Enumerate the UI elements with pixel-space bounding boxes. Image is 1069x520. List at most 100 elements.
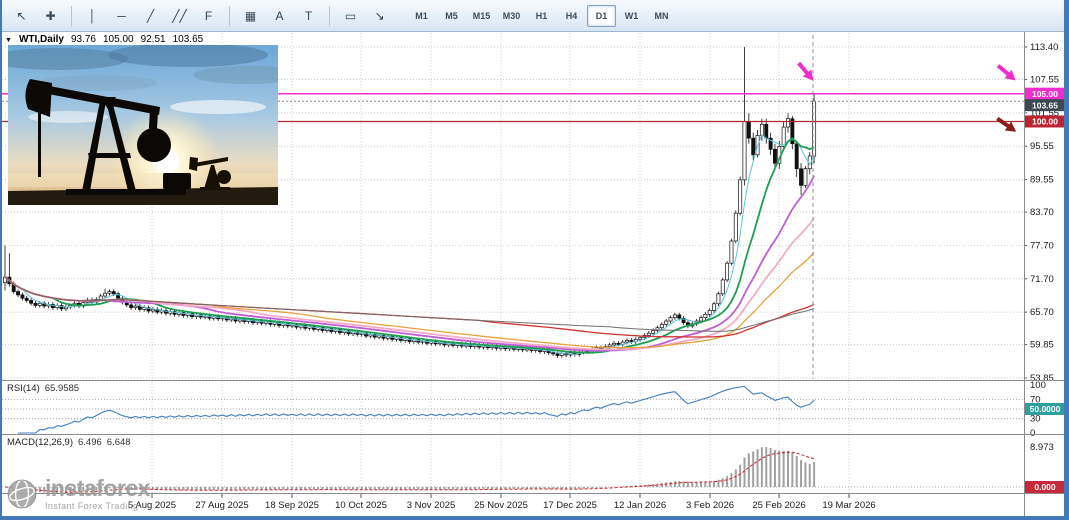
rsi-value: 65.9585 <box>44 383 80 394</box>
time-axis-label: 12 Jan 2026 <box>614 500 666 511</box>
time-axis-label: 25 Nov 2025 <box>474 500 528 511</box>
fibonacci-tool-button[interactable]: F <box>204 8 213 23</box>
dark-red-arrow-at-100-level[interactable] <box>994 114 1019 136</box>
price-badge-100.00-text: 100.00 <box>1032 117 1058 127</box>
globe-icon <box>7 479 37 509</box>
time-axis-label: 3 Nov 2025 <box>407 500 456 511</box>
equidistant-channel-tool-button[interactable]: ╱╱ <box>172 8 187 23</box>
candle-body <box>33 302 38 306</box>
candle-body <box>29 300 34 304</box>
text-label-tool-button[interactable]: T <box>304 8 313 23</box>
shapes-tool-button[interactable]: ▭ <box>344 8 357 23</box>
drawing-tools-group: ↖ ✚ │ ─ ╱ ╱╱ F ▦ A T ▭ ↘ <box>8 4 393 28</box>
time-axis-label: 10 Oct 2025 <box>335 500 387 511</box>
candle-body <box>59 305 64 310</box>
candle-body <box>207 315 212 319</box>
candle-body <box>607 344 612 347</box>
cursor-tool-button[interactable]: ↖ <box>16 8 27 23</box>
candle-body <box>729 240 734 264</box>
timeframe-m1-button[interactable]: M1 <box>415 10 428 21</box>
candle-body <box>24 297 29 301</box>
price-axis-label: 53.85 <box>1030 373 1054 384</box>
candle-body <box>320 327 325 331</box>
candle-body <box>616 342 621 345</box>
candle-body <box>733 212 738 242</box>
candle-body <box>364 332 369 337</box>
candle-body <box>764 123 769 139</box>
timeframe-w1-button[interactable]: W1 <box>624 10 639 21</box>
candle-body <box>703 314 708 319</box>
price-axis-label: 71.70 <box>1030 274 1054 285</box>
crosshair-tool-button[interactable]: ✚ <box>45 8 56 23</box>
macd-zero-badge <box>1025 481 1065 493</box>
candle-body <box>625 340 630 343</box>
toolbar-separator <box>329 5 330 26</box>
candle-body <box>50 304 55 309</box>
candle-body <box>772 148 777 164</box>
cloud <box>170 100 266 114</box>
toolbar-separator <box>71 5 72 26</box>
timeframe-m15-button[interactable]: M15 <box>472 10 491 21</box>
horizontal-line-tool-button[interactable]: ─ <box>117 8 126 23</box>
candle-body <box>164 310 168 314</box>
one-click-trading-arrow[interactable]: ▼ <box>5 37 12 44</box>
candle-body <box>720 279 725 295</box>
candle-body <box>629 340 634 342</box>
timeframe-mn-button[interactable]: MN <box>654 10 669 21</box>
rsi-axis-label: 100 <box>1030 380 1046 391</box>
candle-body <box>224 317 229 321</box>
candle-body <box>407 338 412 342</box>
candle-body <box>672 314 677 319</box>
macd-name: MACD(12,26,9) <box>7 437 73 448</box>
vertical-line-tool-button[interactable]: │ <box>88 8 97 23</box>
text-tool-button[interactable]: A <box>275 8 284 23</box>
arrows-tool-button[interactable]: ↘ <box>374 8 385 23</box>
chart-canvas[interactable]: 113.40 107.55 101.55 95.55 89.55 83.70 77.70 71… <box>0 32 1069 520</box>
price-axis-label: 113.40 <box>1030 42 1058 53</box>
close-value: 103.65 <box>172 34 204 45</box>
timeframe-h1-button[interactable]: H1 <box>535 10 548 21</box>
window-frame-left <box>0 0 2 520</box>
candle-body <box>116 293 121 299</box>
timeframe-h4-button[interactable]: H4 <box>565 10 578 21</box>
candle-body <box>786 118 790 128</box>
ma-line-5 <box>4 133 815 355</box>
candle-body <box>655 327 660 331</box>
ma-line-24 <box>4 175 815 352</box>
toolbar-separator <box>229 5 230 26</box>
time-axis-label: 27 Aug 2025 <box>195 500 248 511</box>
timeframe-m30-button[interactable]: M30 <box>502 10 521 21</box>
candle-body <box>725 262 730 281</box>
price-axis-label: 65.70 <box>1030 307 1054 318</box>
candle-body <box>294 324 299 328</box>
timeframe-m5-button[interactable]: M5 <box>445 10 458 21</box>
trendline-tool-button[interactable]: ╱ <box>146 8 155 23</box>
candle-body <box>129 304 134 309</box>
candle-body <box>651 330 656 334</box>
candle-body <box>707 310 712 315</box>
macd-label: MACD(12,26,9) 6.496 6.648 <box>7 437 131 448</box>
price-axis-label: 83.70 <box>1030 207 1054 218</box>
magenta-arrow-at-candle-high[interactable] <box>794 60 817 85</box>
candle-body <box>338 329 342 334</box>
price-axis-label: 101.55 <box>1030 108 1059 119</box>
time-axis-label: 5 Aug 2025 <box>128 500 176 511</box>
candlestick-series <box>3 47 817 358</box>
candle-body <box>681 317 686 324</box>
chart-title: ▼ WTI,Daily 93.76 105.00 92.51 103.65 <box>5 34 203 45</box>
macd-zero-badge-text: 0.000 <box>1034 482 1056 492</box>
candle-body <box>172 311 177 315</box>
cloud <box>8 48 128 70</box>
timeframe-d1-button[interactable]: D1 <box>587 4 616 27</box>
price-badge-103.65-text: 103.65 <box>1032 100 1058 110</box>
grid-tool-button[interactable]: ▦ <box>244 8 257 23</box>
symbol-period-label: WTI,Daily <box>18 34 64 45</box>
magenta-arrow-at-105-level[interactable] <box>995 61 1020 84</box>
macd-signal-line <box>4 451 815 493</box>
macd-main-value: 6.496 <box>78 437 102 448</box>
cloud <box>108 45 268 67</box>
rsi-level-badge <box>1025 403 1065 415</box>
candle-body <box>111 291 116 295</box>
candle-body <box>425 340 429 344</box>
cloud <box>193 66 278 84</box>
